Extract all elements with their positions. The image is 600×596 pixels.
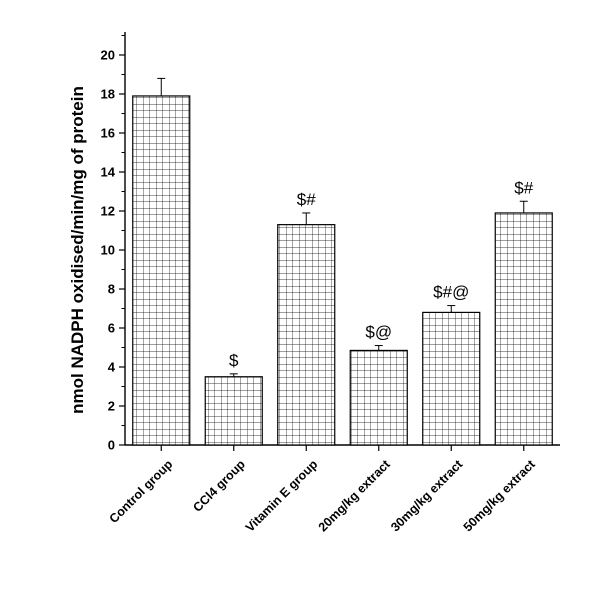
significance-label-3: $# bbox=[297, 190, 316, 209]
category-label: 20mg/kg extract bbox=[316, 457, 394, 535]
y-tick-label: 10 bbox=[101, 243, 115, 258]
category-label: Vitamin E group bbox=[243, 457, 321, 535]
y-tick-label: 14 bbox=[101, 165, 116, 180]
significance-label-2: $ bbox=[229, 351, 239, 370]
significance-label-5: $#@ bbox=[433, 283, 469, 302]
y-axis-title: nmol NADPH oxidised/min/mg of protein bbox=[68, 86, 87, 414]
y-tick-label: 12 bbox=[101, 204, 115, 219]
category-label: Control group bbox=[107, 457, 176, 526]
y-tick-label: 6 bbox=[108, 321, 115, 336]
y-tick-label: 4 bbox=[108, 360, 116, 375]
category-label: 50mg/kg extract bbox=[461, 457, 539, 535]
y-tick-label: 8 bbox=[108, 282, 115, 297]
significance-label-6: $# bbox=[514, 178, 533, 197]
bar-4 bbox=[349, 349, 408, 446]
significance-label-4: $@ bbox=[365, 323, 392, 342]
category-label: 30mg/kg extract bbox=[388, 457, 466, 535]
y-tick-label: 0 bbox=[108, 438, 115, 453]
y-tick-label: 20 bbox=[101, 48, 115, 63]
bar-5 bbox=[422, 311, 481, 446]
bar-1 bbox=[132, 95, 191, 446]
y-tick-label: 18 bbox=[101, 87, 115, 102]
y-tick-label: 2 bbox=[108, 399, 115, 414]
bar-6 bbox=[494, 212, 553, 446]
bar-3 bbox=[277, 224, 336, 446]
bar-2 bbox=[204, 376, 263, 446]
plot-area: 0 2 4 6 8 10 12 14 16 18 20 Control group $ CCl4 grou… bbox=[101, 32, 560, 535]
y-tick-label: 16 bbox=[101, 126, 115, 141]
category-label: CCl4 group bbox=[190, 457, 248, 515]
